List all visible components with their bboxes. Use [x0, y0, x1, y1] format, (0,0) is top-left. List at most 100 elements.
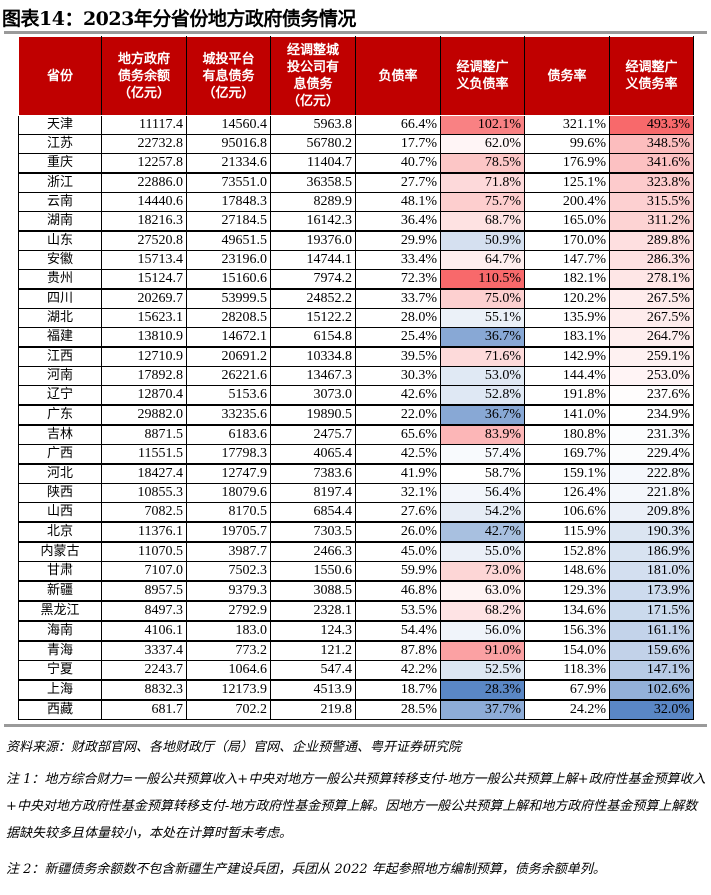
value-cell: 19705.7 — [186, 522, 271, 543]
value-cell: 311.2% — [609, 211, 694, 232]
province-cell: 北京 — [18, 522, 102, 543]
value-cell: 267.5% — [609, 289, 694, 309]
value-cell: 99.6% — [524, 134, 610, 154]
province-cell: 江西 — [18, 347, 102, 367]
value-cell: 7974.2 — [270, 269, 356, 290]
province-cell: 西藏 — [18, 700, 102, 720]
table-row: 重庆 12257.8 21334.6 11404.7 40.7% 78.5% 176.9% 3… — [18, 153, 694, 174]
value-cell: 26221.6 — [186, 366, 271, 386]
value-cell: 8871.5 — [101, 425, 187, 445]
province-cell: 河南 — [18, 366, 102, 386]
value-cell: 170.0% — [524, 231, 610, 251]
value-cell: 53999.5 — [186, 289, 271, 309]
value-cell: 17798.3 — [186, 444, 271, 465]
value-cell: 134.6% — [524, 601, 610, 622]
value-cell: 18079.6 — [186, 483, 271, 503]
value-cell: 17848.3 — [186, 192, 271, 212]
value-cell: 267.5% — [609, 308, 694, 328]
value-cell: 87.8% — [355, 641, 441, 661]
value-cell: 95016.8 — [186, 134, 271, 154]
value-cell: 56.4% — [440, 483, 525, 503]
column-header: 城投平台 有息债务 （亿元） — [186, 36, 271, 116]
value-cell: 55.1% — [440, 308, 525, 328]
province-cell: 广东 — [18, 405, 102, 426]
value-cell: 209.8% — [609, 502, 694, 523]
table-row: 山西 7082.5 8170.5 6854.4 27.6% 54.2% 106.6% 209.… — [18, 502, 694, 523]
value-cell: 1550.6 — [270, 561, 356, 582]
value-cell: 21334.6 — [186, 153, 271, 174]
value-cell: 186.9% — [609, 542, 694, 562]
value-cell: 323.8% — [609, 173, 694, 193]
value-cell: 8957.5 — [101, 581, 187, 602]
value-cell: 12747.9 — [186, 464, 271, 484]
value-cell: 120.2% — [524, 289, 610, 309]
table-row: 北京 11376.1 19705.7 7303.5 26.0% 42.7% 115.9% 19… — [18, 522, 694, 543]
value-cell: 4106.1 — [101, 621, 187, 642]
province-cell: 辽宁 — [18, 385, 102, 406]
value-cell: 36.7% — [440, 327, 525, 348]
value-cell: 22886.0 — [101, 173, 187, 193]
value-cell: 173.9% — [609, 581, 694, 602]
value-cell: 57.4% — [440, 444, 525, 465]
value-cell: 46.8% — [355, 581, 441, 602]
value-cell: 54.2% — [440, 502, 525, 523]
value-cell: 18427.4 — [101, 464, 187, 484]
value-cell: 2475.7 — [270, 425, 356, 445]
table-row: 新疆 8957.5 9379.3 3088.5 46.8% 63.0% 129.3% 173.… — [18, 581, 694, 602]
province-cell: 浙江 — [18, 173, 102, 193]
value-cell: 33.7% — [355, 289, 441, 309]
value-cell: 64.7% — [440, 250, 525, 270]
value-cell: 7082.5 — [101, 502, 187, 523]
value-cell: 55.0% — [440, 542, 525, 562]
value-cell: 11070.5 — [101, 542, 187, 562]
column-header: 债务率 — [524, 36, 610, 116]
bottom-divider — [4, 724, 707, 727]
value-cell: 15124.7 — [101, 269, 187, 290]
value-cell: 24.2% — [524, 700, 610, 720]
value-cell: 33235.6 — [186, 405, 271, 426]
value-cell: 27.6% — [355, 502, 441, 523]
value-cell: 219.8 — [270, 700, 356, 720]
province-cell: 天津 — [18, 115, 102, 135]
value-cell: 33.4% — [355, 250, 441, 270]
value-cell: 52.8% — [440, 385, 525, 406]
province-cell: 新疆 — [18, 581, 102, 602]
value-cell: 253.0% — [609, 366, 694, 386]
value-cell: 28.5% — [355, 700, 441, 720]
value-cell: 56780.2 — [270, 134, 356, 154]
value-cell: 62.0% — [440, 134, 525, 154]
table-row: 内蒙古 11070.5 3987.7 2466.3 45.0% 55.0% 152.8% 18… — [18, 542, 694, 562]
value-cell: 2243.7 — [101, 660, 187, 681]
value-cell: 180.8% — [524, 425, 610, 445]
province-cell: 吉林 — [18, 425, 102, 445]
value-cell: 125.1% — [524, 173, 610, 193]
value-cell: 315.5% — [609, 192, 694, 212]
province-cell: 重庆 — [18, 153, 102, 174]
value-cell: 2466.3 — [270, 542, 356, 562]
value-cell: 13467.3 — [270, 366, 356, 386]
value-cell: 7502.3 — [186, 561, 271, 582]
province-cell: 安徽 — [18, 250, 102, 270]
note-1: 注 1：地方综合财力=一般公共预算收入+中央对地方一般公共预算转移支付-地方一般… — [6, 772, 706, 841]
province-cell: 福建 — [18, 327, 102, 348]
value-cell: 229.4% — [609, 444, 694, 465]
table-row: 湖北 15623.1 28208.5 15122.2 28.0% 55.1% 135.9% 2… — [18, 308, 694, 328]
value-cell: 14560.4 — [186, 115, 271, 135]
value-cell: 83.9% — [440, 425, 525, 445]
value-cell: 37.7% — [440, 700, 525, 720]
value-cell: 13810.9 — [101, 327, 187, 348]
value-cell: 129.3% — [524, 581, 610, 602]
value-cell: 547.4 — [270, 660, 356, 681]
value-cell: 1064.6 — [186, 660, 271, 681]
value-cell: 144.4% — [524, 366, 610, 386]
value-cell: 231.3% — [609, 425, 694, 445]
table-row: 广西 11551.5 17798.3 4065.4 42.5% 57.4% 169.7% 22… — [18, 444, 694, 465]
value-cell: 3073.0 — [270, 385, 356, 406]
value-cell: 53.0% — [440, 366, 525, 386]
value-cell: 36358.5 — [270, 173, 356, 193]
value-cell: 32.1% — [355, 483, 441, 503]
table-row: 福建 13810.9 14672.1 6154.8 25.4% 36.7% 183.1% 26… — [18, 327, 694, 348]
value-cell: 161.1% — [609, 621, 694, 642]
value-cell: 45.0% — [355, 542, 441, 562]
value-cell: 48.1% — [355, 192, 441, 212]
